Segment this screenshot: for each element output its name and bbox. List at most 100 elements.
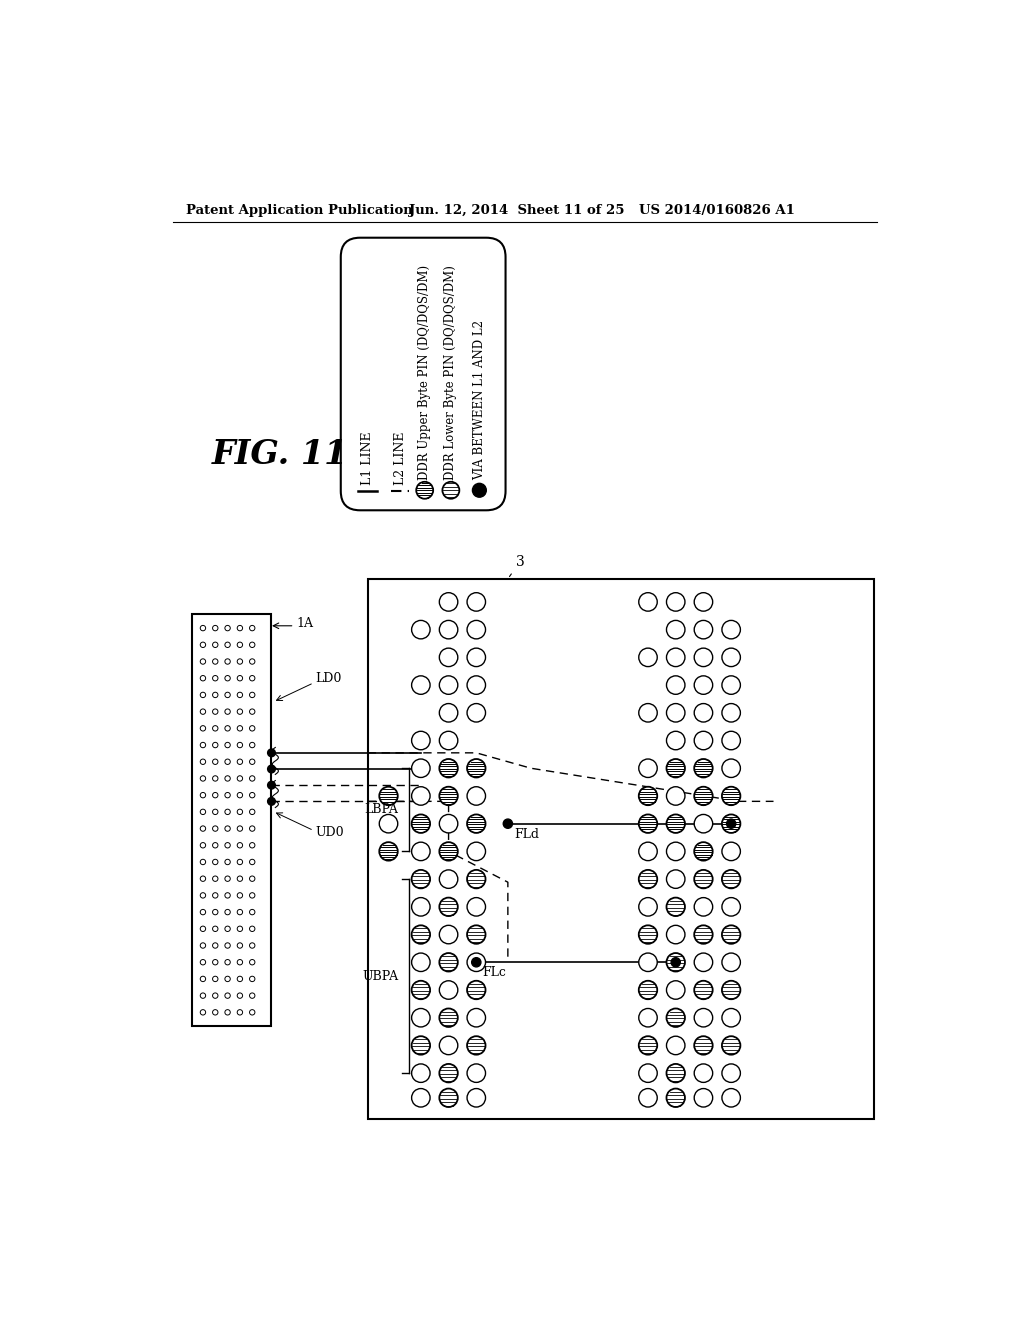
Circle shape xyxy=(722,787,740,805)
Circle shape xyxy=(412,620,430,639)
Circle shape xyxy=(467,981,485,999)
Circle shape xyxy=(467,1008,485,1027)
Circle shape xyxy=(667,1036,685,1055)
Circle shape xyxy=(694,1008,713,1027)
Text: Jun. 12, 2014  Sheet 11 of 25: Jun. 12, 2014 Sheet 11 of 25 xyxy=(410,205,625,218)
Text: UD0: UD0 xyxy=(315,826,344,840)
Circle shape xyxy=(722,870,740,888)
Text: LD0: LD0 xyxy=(315,672,342,685)
Circle shape xyxy=(667,814,685,833)
Circle shape xyxy=(639,925,657,944)
Circle shape xyxy=(694,787,713,805)
Circle shape xyxy=(667,1008,685,1027)
Circle shape xyxy=(722,981,740,999)
Circle shape xyxy=(467,620,485,639)
Circle shape xyxy=(722,814,740,833)
Text: 3: 3 xyxy=(510,554,524,577)
Circle shape xyxy=(412,787,430,805)
Circle shape xyxy=(667,704,685,722)
Circle shape xyxy=(439,870,458,888)
Circle shape xyxy=(639,704,657,722)
Text: US 2014/0160826 A1: US 2014/0160826 A1 xyxy=(639,205,795,218)
Circle shape xyxy=(439,953,458,972)
Circle shape xyxy=(639,1036,657,1055)
Circle shape xyxy=(439,842,458,861)
Circle shape xyxy=(639,648,657,667)
FancyBboxPatch shape xyxy=(341,238,506,511)
Circle shape xyxy=(722,842,740,861)
Circle shape xyxy=(439,731,458,750)
Text: UBPA: UBPA xyxy=(362,970,398,982)
Circle shape xyxy=(467,953,485,972)
Circle shape xyxy=(412,1008,430,1027)
Circle shape xyxy=(667,648,685,667)
Circle shape xyxy=(467,842,485,861)
Circle shape xyxy=(503,818,512,829)
Circle shape xyxy=(439,676,458,694)
Circle shape xyxy=(722,1036,740,1055)
Circle shape xyxy=(439,648,458,667)
Text: LBPA: LBPA xyxy=(365,804,398,816)
Circle shape xyxy=(467,648,485,667)
Circle shape xyxy=(439,704,458,722)
Circle shape xyxy=(667,593,685,611)
Circle shape xyxy=(722,704,740,722)
Circle shape xyxy=(467,1089,485,1107)
Circle shape xyxy=(639,593,657,611)
Circle shape xyxy=(439,759,458,777)
Circle shape xyxy=(722,759,740,777)
Circle shape xyxy=(442,482,460,499)
Circle shape xyxy=(439,981,458,999)
Circle shape xyxy=(467,759,485,777)
Circle shape xyxy=(727,818,736,829)
Text: L2 LINE: L2 LINE xyxy=(393,432,407,484)
Circle shape xyxy=(439,1036,458,1055)
Circle shape xyxy=(722,898,740,916)
Circle shape xyxy=(267,781,275,789)
Circle shape xyxy=(412,870,430,888)
Circle shape xyxy=(412,842,430,861)
Circle shape xyxy=(467,1064,485,1082)
Circle shape xyxy=(639,953,657,972)
Circle shape xyxy=(267,748,275,756)
Circle shape xyxy=(722,731,740,750)
Circle shape xyxy=(412,925,430,944)
Circle shape xyxy=(639,842,657,861)
Circle shape xyxy=(722,1008,740,1027)
Circle shape xyxy=(694,676,713,694)
Circle shape xyxy=(722,925,740,944)
Circle shape xyxy=(412,981,430,999)
Circle shape xyxy=(671,958,680,966)
Circle shape xyxy=(694,953,713,972)
Circle shape xyxy=(639,787,657,805)
Circle shape xyxy=(439,1064,458,1082)
Circle shape xyxy=(439,1008,458,1027)
Circle shape xyxy=(694,925,713,944)
Circle shape xyxy=(667,787,685,805)
Circle shape xyxy=(267,797,275,805)
Circle shape xyxy=(439,620,458,639)
Circle shape xyxy=(472,483,486,498)
Circle shape xyxy=(694,759,713,777)
Circle shape xyxy=(694,1036,713,1055)
Circle shape xyxy=(379,787,397,805)
Circle shape xyxy=(722,1064,740,1082)
Circle shape xyxy=(694,870,713,888)
Circle shape xyxy=(667,676,685,694)
Circle shape xyxy=(439,787,458,805)
Circle shape xyxy=(439,898,458,916)
Circle shape xyxy=(694,731,713,750)
Circle shape xyxy=(467,787,485,805)
Circle shape xyxy=(639,1089,657,1107)
Circle shape xyxy=(467,814,485,833)
Circle shape xyxy=(412,814,430,833)
Circle shape xyxy=(439,925,458,944)
Circle shape xyxy=(379,814,397,833)
Text: FIG. 11: FIG. 11 xyxy=(211,438,348,471)
Circle shape xyxy=(667,870,685,888)
Circle shape xyxy=(667,759,685,777)
Circle shape xyxy=(467,925,485,944)
Circle shape xyxy=(412,898,430,916)
Circle shape xyxy=(694,842,713,861)
Circle shape xyxy=(667,731,685,750)
